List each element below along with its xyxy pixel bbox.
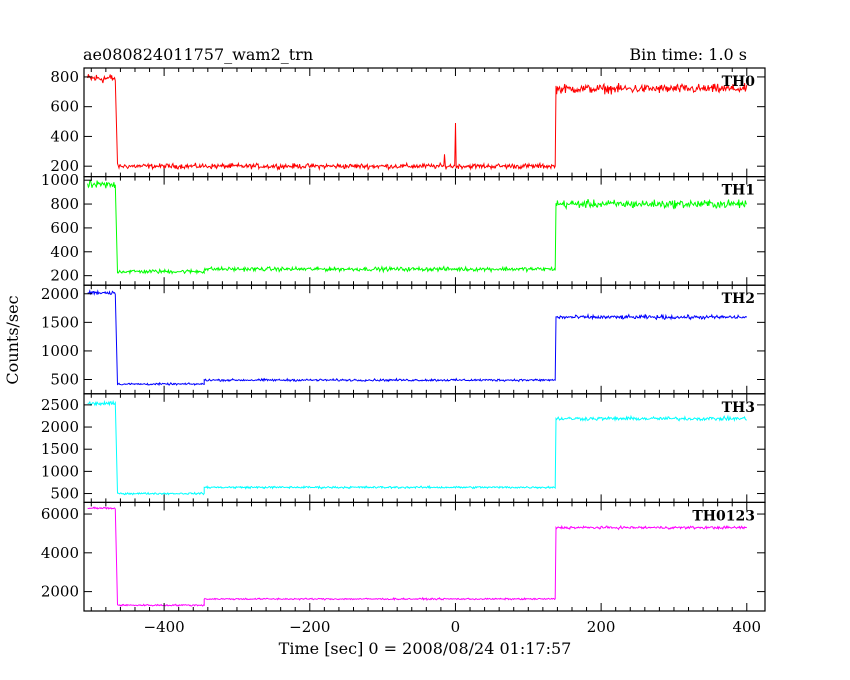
- y-tick-label-th2: 500: [50, 371, 79, 389]
- bin-time-label: Bin time: 1.0 s: [629, 45, 747, 64]
- panel-frame-th3: [83, 393, 766, 503]
- trace-th3: [87, 399, 747, 496]
- y-tick-label-th0: 800: [50, 68, 79, 86]
- panels-group: TH0 200 400 600 800 TH1 200 400 600 800 1000 TH2 500…: [41, 67, 766, 636]
- y-tick-label-th1: 400: [50, 243, 79, 261]
- panel-frame-th2: [83, 284, 766, 395]
- panel-label-th0123: TH0123: [692, 508, 755, 524]
- panel-label-th2: TH2: [722, 291, 755, 307]
- trace-th0123: [87, 506, 748, 607]
- trace-th0: [87, 74, 748, 172]
- x-tick-label: 400: [732, 618, 761, 636]
- panel-label-th0: TH0: [722, 74, 756, 90]
- y-tick-label-th0123: 2000: [41, 583, 79, 601]
- x-tick-label: −400: [144, 618, 185, 636]
- y-tick-label-th3: 500: [50, 485, 79, 503]
- x-tick-label: 0: [451, 618, 461, 636]
- panel-label-th1: TH1: [722, 183, 755, 199]
- y-tick-label-th0123: 6000: [41, 505, 79, 523]
- trace-th1: [87, 180, 748, 276]
- panel-frame-th0123: [83, 501, 766, 612]
- y-tick-label-th3: 2000: [41, 418, 79, 436]
- y-tick-label-th0: 600: [50, 98, 79, 116]
- x-axis-label: Time [sec] 0 = 2008/08/24 01:17:57: [279, 639, 572, 658]
- panel-frame-th1: [83, 176, 766, 286]
- x-tick-label: 200: [587, 618, 616, 636]
- y-tick-label-th2: 1000: [41, 342, 79, 360]
- y-tick-label-th2: 1500: [41, 313, 79, 331]
- y-tick-label-th0: 400: [50, 127, 79, 145]
- y-tick-label-th2: 2000: [41, 285, 79, 303]
- y-tick-label-th3: 1000: [41, 462, 79, 480]
- x-tick-label: −200: [289, 618, 330, 636]
- trace-th2: [87, 289, 748, 387]
- y-tick-label-th1: 1000: [41, 171, 79, 189]
- y-tick-label-th1: 800: [50, 195, 79, 213]
- y-tick-label-th1: 200: [50, 267, 79, 285]
- chart-title: ae080824011757_wam2_trn: [83, 45, 313, 64]
- y-tick-label-th3: 2500: [41, 396, 79, 414]
- y-tick-label-th0123: 4000: [41, 544, 79, 562]
- panel-label-th3: TH3: [722, 400, 755, 416]
- y-tick-label-th3: 1500: [41, 440, 79, 458]
- y-tick-label-th1: 600: [50, 219, 79, 237]
- y-axis-label: Counts/sec: [3, 295, 22, 384]
- panel-frame-th0: [83, 67, 766, 178]
- y-tick-label-th0: 200: [50, 157, 79, 175]
